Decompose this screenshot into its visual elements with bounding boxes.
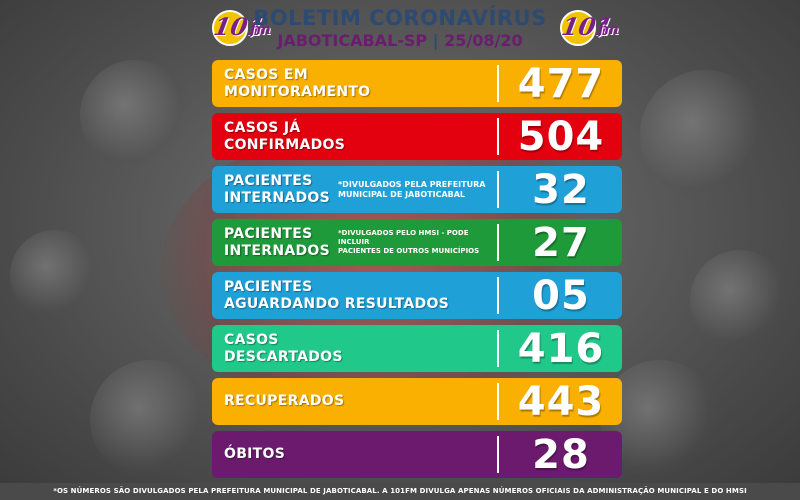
stat-row-monitoring: CASOS EM MONITORAMENTO 477 <box>212 60 622 107</box>
stat-row-recovered: RECUPERADOS 443 <box>212 378 622 425</box>
virus-background-image <box>80 60 190 170</box>
stat-label-line: CONFIRMADOS <box>224 136 346 153</box>
stat-label-line: DESCARTADOS <box>224 348 343 365</box>
divider <box>497 224 499 261</box>
virus-background-image <box>690 250 790 350</box>
stat-label: PACIENTES INTERNADOS <box>224 166 330 213</box>
stat-row-hospitalized-city: PACIENTES INTERNADOS *DIVULGADOS PELA PR… <box>212 166 622 213</box>
virus-background-image <box>10 230 100 320</box>
city-label: JABOTICABAL-SP <box>277 31 428 50</box>
radio-logo: 101 fm <box>211 8 282 48</box>
logo-suffix: fm <box>250 22 271 38</box>
stat-label: RECUPERADOS <box>224 378 344 425</box>
divider <box>497 436 499 473</box>
stat-value: 477 <box>517 60 605 107</box>
divider <box>497 277 499 314</box>
stat-row-hospitalized-hmsi: PACIENTES INTERNADOS *DIVULGADOS PELO HM… <box>212 219 622 266</box>
stat-note-line: *DIVULGADOS PELA PREFEITURA <box>338 179 486 189</box>
stat-note-line: *DIVULGADOS PELO HMSI - PODE INCLUIR <box>338 229 469 246</box>
stat-label-line: INTERNADOS <box>224 189 330 206</box>
header: 101 fm BOLETIM CORONAVÍRUS JABOTICABAL-S… <box>0 0 800 56</box>
stat-value: 443 <box>517 378 605 425</box>
stat-label-line: CASOS JÁ <box>224 119 301 136</box>
stat-note: *DIVULGADOS PELO HMSI - PODE INCLUIR PAC… <box>338 219 498 266</box>
stat-note: *DIVULGADOS PELA PREFEITURA MUNICIPAL DE… <box>338 166 498 213</box>
divider <box>497 330 499 367</box>
stat-row-discarded: CASOS DESCARTADOS 416 <box>212 325 622 372</box>
stat-label: CASOS EM MONITORAMENTO <box>224 60 370 107</box>
stat-row-deaths: ÓBITOS 28 <box>212 431 622 478</box>
stat-value: 05 <box>532 272 590 319</box>
stat-note-line: PACIENTES DE OUTROS MUNICÍPIOS <box>338 247 480 255</box>
stat-row-confirmed: CASOS JÁ CONFIRMADOS 504 <box>212 113 622 160</box>
stat-label-line: MONITORAMENTO <box>224 83 371 100</box>
stat-label-line: PACIENTES <box>224 278 313 295</box>
page-title: BOLETIM CORONAVÍRUS <box>253 6 547 30</box>
virus-background-image <box>640 70 770 200</box>
stat-label-line: INTERNADOS <box>224 242 330 259</box>
divider <box>497 383 499 420</box>
stat-label: CASOS DESCARTADOS <box>224 325 343 372</box>
stat-label-line: CASOS <box>224 331 279 348</box>
stat-value: 28 <box>532 431 590 478</box>
stat-value: 32 <box>532 166 590 213</box>
date-label: 25/08/20 <box>444 31 523 50</box>
stat-label: PACIENTES INTERNADOS <box>224 219 330 266</box>
stat-label: ÓBITOS <box>224 431 285 478</box>
virus-background-image <box>160 120 630 420</box>
stat-row-awaiting-results: PACIENTES AGUARDANDO RESULTADOS 05 <box>212 272 622 319</box>
stat-label: CASOS JÁ CONFIRMADOS <box>224 113 345 160</box>
radio-logo: 101 fm <box>559 8 630 48</box>
stat-label-line: AGUARDANDO RESULTADOS <box>224 295 450 312</box>
separator: | <box>432 31 439 50</box>
stat-label: PACIENTES AGUARDANDO RESULTADOS <box>224 272 449 319</box>
divider <box>497 118 499 155</box>
stat-label-line: ÓBITOS <box>224 446 286 462</box>
footer-disclaimer: *OS NÚMEROS SÃO DIVULGADOS PELA PREFEITU… <box>0 483 800 500</box>
logo-suffix: fm <box>598 22 619 38</box>
stat-label-line: PACIENTES <box>224 172 313 189</box>
virus-background-image <box>90 360 210 480</box>
stat-label-line: CASOS EM <box>224 66 308 83</box>
stat-label-line: PACIENTES <box>224 225 313 242</box>
stat-value: 416 <box>517 325 605 372</box>
stat-label-line: RECUPERADOS <box>224 393 345 409</box>
divider <box>497 171 499 208</box>
stat-value: 27 <box>532 219 590 266</box>
stat-note-line: MUNICIPAL DE JABOTICABAL <box>338 189 466 199</box>
page-subtitle: JABOTICABAL-SP | 25/08/20 <box>0 31 800 50</box>
divider <box>497 65 499 102</box>
stat-value: 504 <box>517 113 605 160</box>
